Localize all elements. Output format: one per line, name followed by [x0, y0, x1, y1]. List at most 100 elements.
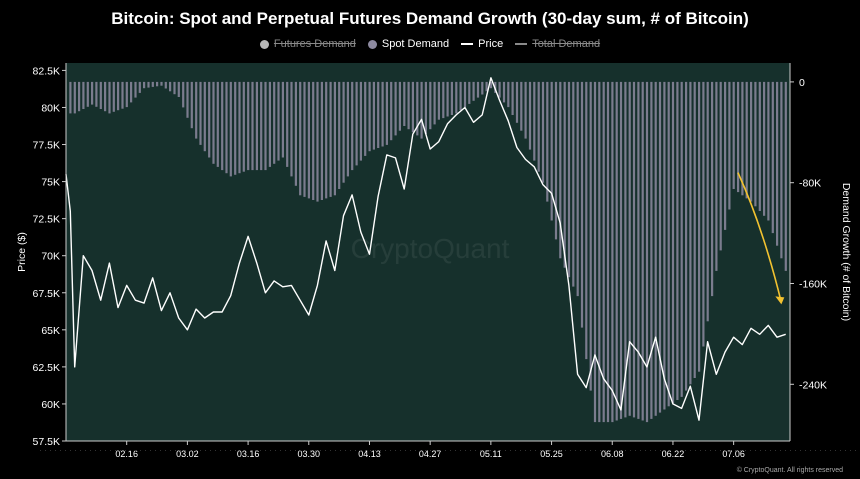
spot-demand-bar	[312, 81, 315, 200]
x-axis-dot	[405, 450, 406, 451]
spot-demand-bar	[784, 81, 787, 271]
spot-demand-bar	[489, 81, 493, 89]
spot-demand-bar	[333, 81, 336, 196]
x-axis-dot	[265, 450, 266, 451]
left-axis-tick-label: 77.5K	[33, 140, 60, 152]
x-axis-dot	[375, 450, 376, 451]
right-axis-title: Demand Growth (# of Bitcoin)	[840, 183, 852, 321]
x-axis-dot	[700, 450, 701, 451]
spot-demand-bar	[303, 81, 306, 197]
legend-line-icon	[461, 43, 474, 46]
spot-demand-bar	[446, 81, 449, 117]
spot-demand-bar	[567, 81, 571, 278]
spot-demand-bar	[767, 81, 770, 221]
x-axis-dot	[295, 450, 296, 451]
x-axis-dot	[730, 450, 731, 451]
spot-demand-bar	[286, 81, 289, 167]
spot-demand-bar	[160, 81, 163, 86]
spot-demand-bar	[208, 81, 211, 158]
x-axis-dot	[60, 450, 61, 451]
x-axis-dot	[225, 450, 226, 451]
spot-demand-bar	[320, 81, 323, 200]
x-axis-dot	[725, 450, 726, 451]
x-axis-dot	[410, 450, 411, 451]
left-axis-tick-label: 82.5K	[33, 65, 60, 77]
spot-demand-bar	[763, 81, 766, 216]
spot-demand-bar	[554, 81, 558, 240]
x-axis-dot	[855, 450, 856, 451]
spot-demand-bar	[264, 81, 267, 171]
spot-demand-bar	[676, 81, 679, 401]
x-axis-dot	[685, 450, 686, 451]
x-axis-tick-label: 03.02	[176, 449, 199, 459]
x-axis-dot	[340, 450, 341, 451]
spot-demand-bar	[680, 81, 683, 397]
spot-demand-bar	[550, 81, 553, 221]
spot-demand-bar	[632, 81, 636, 418]
spot-demand-bar	[151, 81, 154, 87]
spot-demand-bar	[242, 81, 245, 172]
spot-demand-bar	[602, 81, 605, 423]
spot-demand-bar	[732, 81, 735, 189]
x-axis-dot	[600, 450, 601, 451]
left-axis-tick-label: 62.5K	[33, 362, 60, 374]
x-axis-dot	[165, 450, 166, 451]
spot-demand-bar	[307, 81, 310, 199]
x-axis-dot	[200, 450, 201, 451]
x-axis-dot	[515, 450, 516, 451]
x-axis-tick-label: 05.11	[480, 449, 502, 459]
left-axis-tick-label: 67.5K	[33, 288, 60, 300]
x-axis-dot	[575, 450, 576, 451]
spot-demand-bar	[138, 81, 141, 93]
x-axis-dot	[280, 450, 281, 451]
left-axis-tick-label: 60K	[41, 399, 60, 411]
x-axis-dot	[435, 450, 436, 451]
x-axis-dot	[475, 450, 476, 451]
legend-item[interactable]: Total Demand	[515, 38, 600, 50]
spot-demand-bar	[559, 81, 562, 259]
spot-demand-bar	[199, 81, 202, 145]
x-axis-dot	[495, 450, 496, 451]
spot-demand-bar	[281, 81, 284, 158]
spot-demand-bar	[598, 81, 601, 423]
x-axis-dot	[800, 450, 801, 451]
spot-demand-bar	[156, 81, 159, 87]
legend-item[interactable]: Futures Demand	[259, 38, 356, 50]
spot-demand-bar	[117, 81, 120, 111]
legend-item[interactable]: Spot Demand	[367, 38, 449, 50]
x-axis-dot	[815, 450, 816, 451]
x-axis-dot	[75, 450, 76, 451]
x-axis-tick-label: 02.16	[115, 449, 138, 459]
spot-demand-bar	[112, 81, 115, 112]
spot-demand-bar	[702, 81, 705, 347]
x-axis-dot	[465, 450, 466, 451]
spot-demand-bar	[637, 81, 640, 419]
x-axis-dot	[230, 450, 231, 451]
spot-demand-bar	[95, 81, 98, 107]
left-axis-tick-label: 72.5K	[33, 214, 60, 226]
spot-demand-bar	[277, 81, 280, 161]
x-axis-dot	[635, 450, 636, 451]
spot-demand-bar	[472, 81, 475, 101]
legend-item[interactable]: Price	[461, 38, 503, 50]
spot-demand-bar	[728, 81, 731, 210]
spot-demand-bar	[108, 81, 111, 114]
spot-demand-bar	[169, 81, 172, 92]
x-axis-dot	[615, 450, 616, 451]
x-axis-dot	[130, 450, 131, 451]
x-axis-dot	[415, 450, 416, 451]
x-axis-dot	[310, 450, 311, 451]
chart-title: Bitcoin: Spot and Perpetual Futures Dema…	[111, 9, 749, 28]
x-axis-dot	[425, 450, 426, 451]
spot-demand-bar	[424, 81, 427, 134]
right-axis-tick-label: -80K	[799, 178, 821, 190]
x-axis-dot	[270, 450, 271, 451]
spot-demand-bar	[78, 81, 81, 112]
spot-demand-bar	[459, 81, 462, 111]
spot-demand-bar	[212, 81, 215, 164]
spot-demand-bar	[654, 81, 657, 416]
x-axis-dot	[250, 450, 251, 451]
spot-demand-bar	[745, 81, 748, 199]
spot-demand-bar	[628, 81, 631, 416]
spot-demand-bar	[706, 81, 709, 322]
